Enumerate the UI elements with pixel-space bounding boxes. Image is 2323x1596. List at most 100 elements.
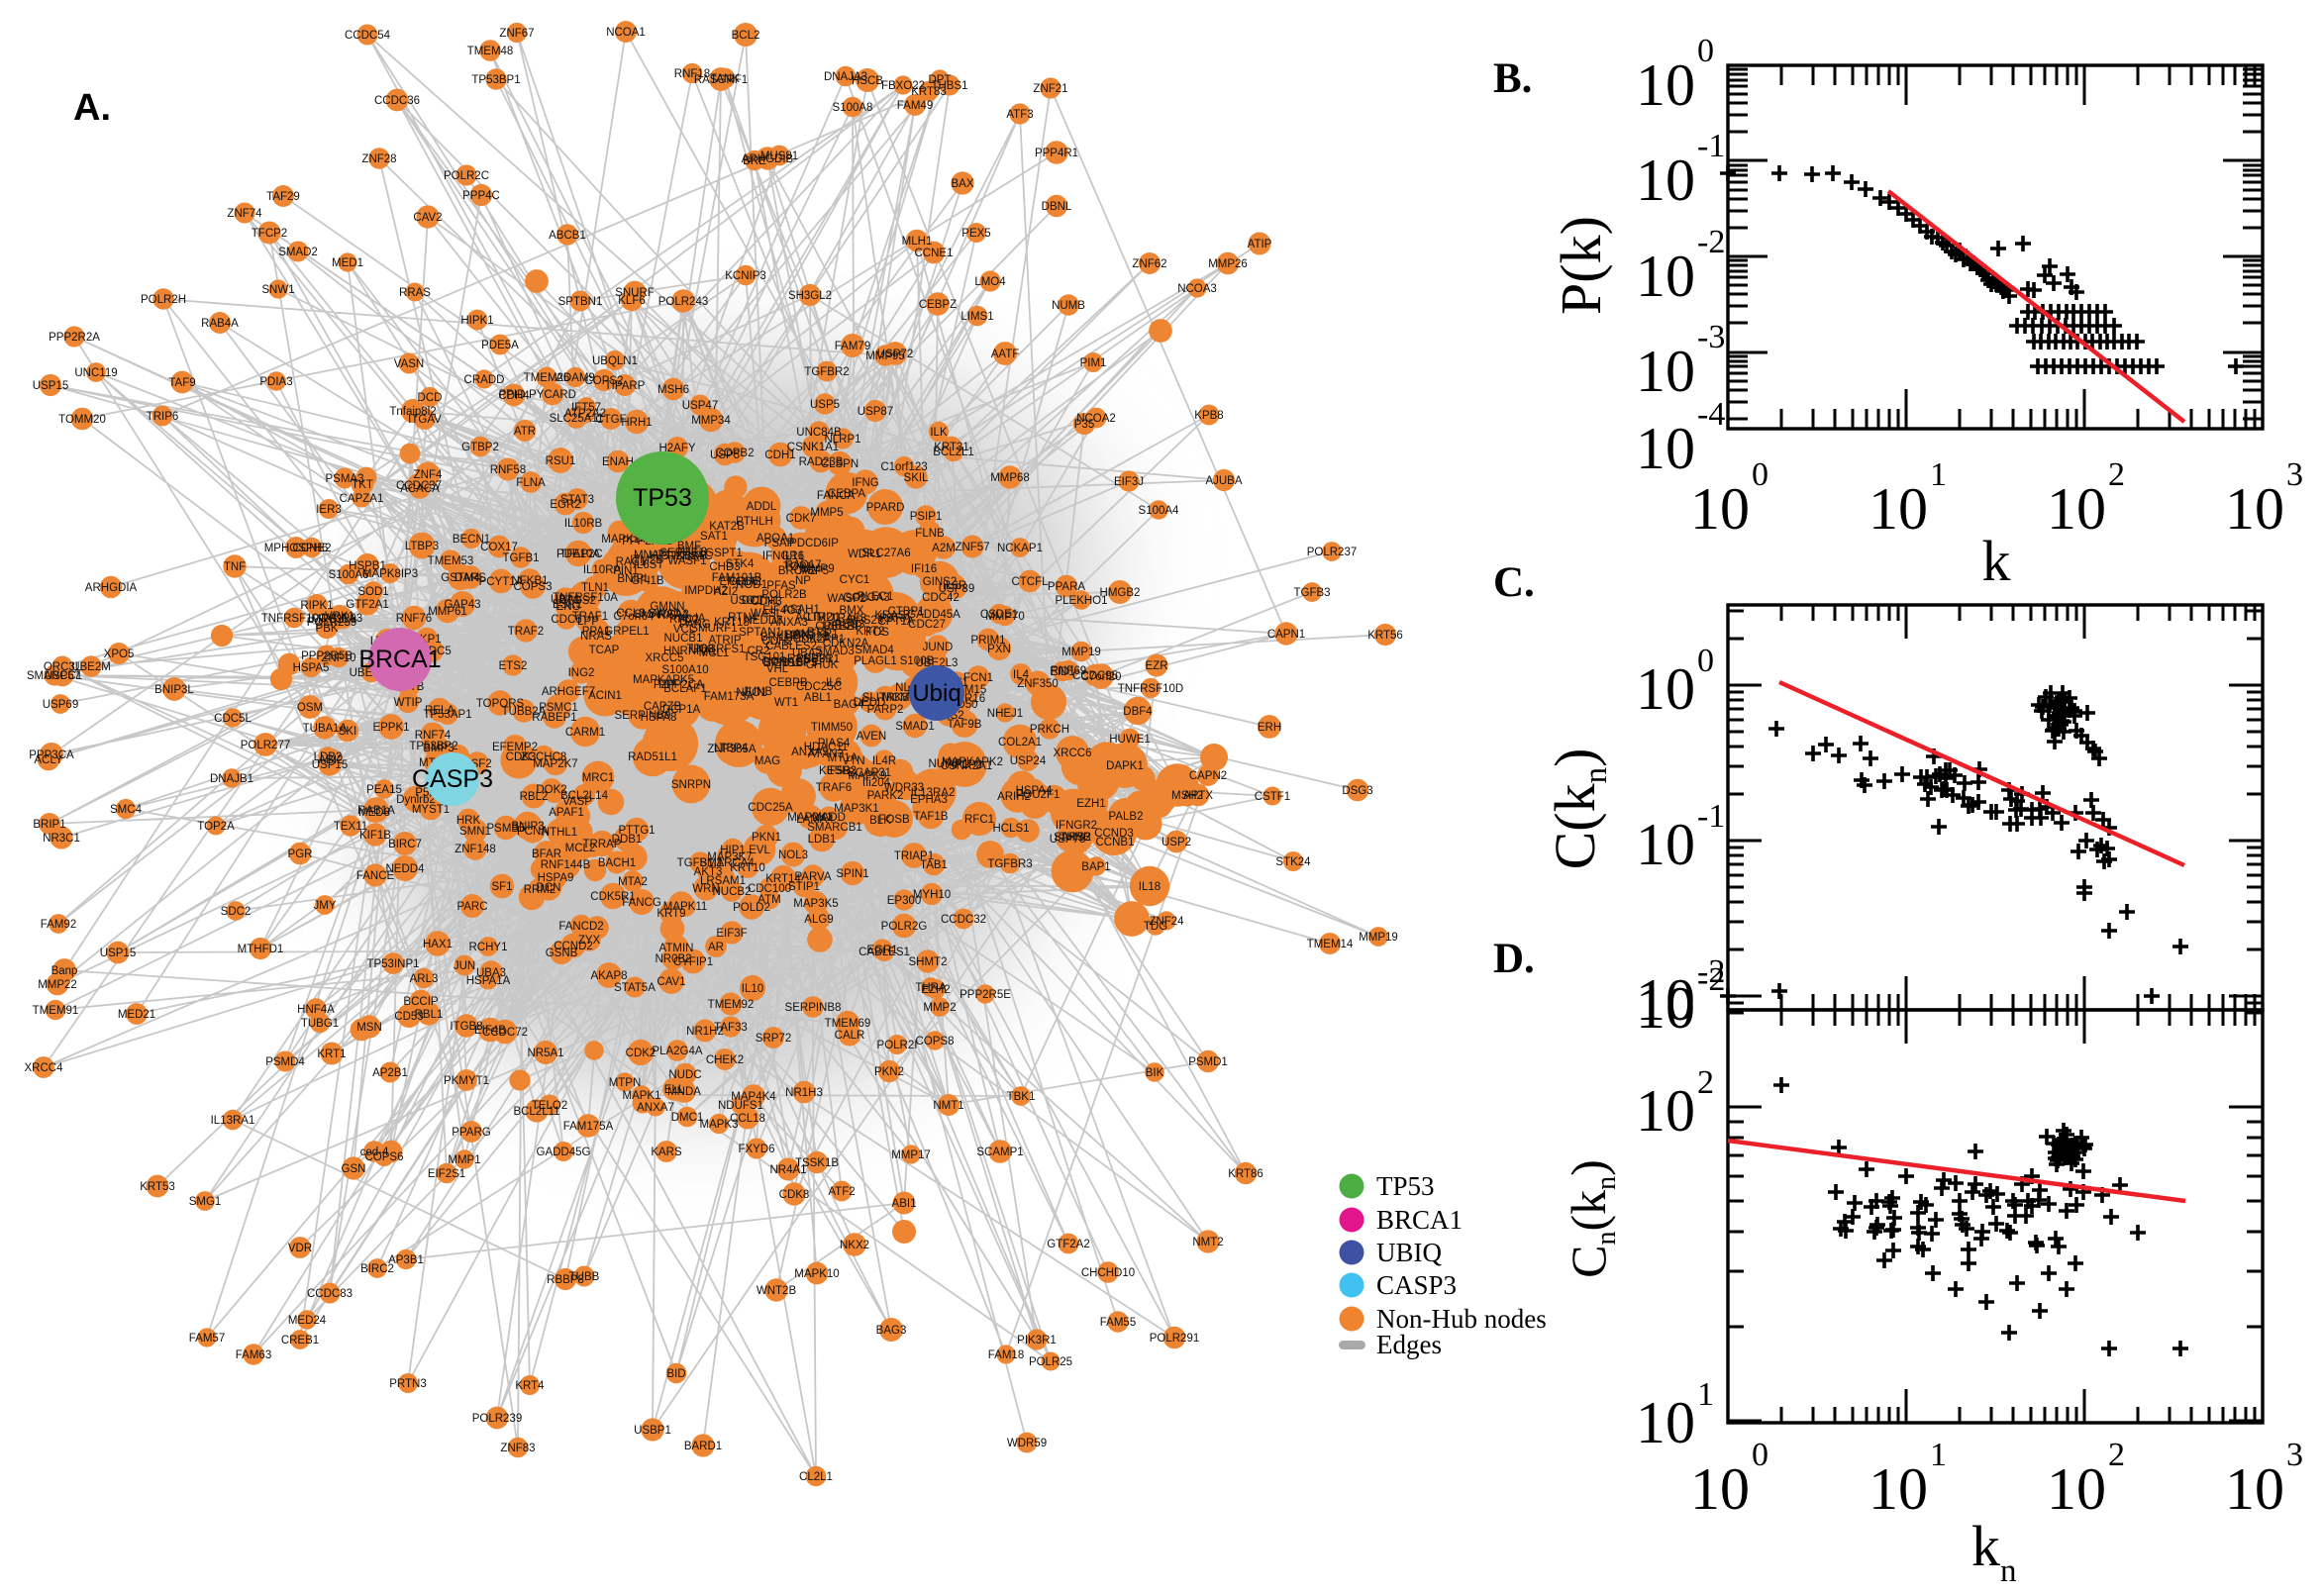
svg-text:APOA1: APOA1 [757, 533, 794, 545]
svg-text:HIPK1: HIPK1 [460, 315, 493, 327]
svg-text:MADD: MADD [812, 812, 846, 824]
svg-text:IFNG: IFNG [852, 477, 879, 489]
svg-text:10: 10 [1636, 339, 1695, 404]
svg-text:USP15: USP15 [312, 759, 348, 771]
svg-text:RAD17: RAD17 [784, 559, 821, 571]
svg-text:CHD3: CHD3 [709, 561, 740, 573]
svg-text:CRADD: CRADD [464, 374, 505, 386]
svg-text:SMURF1: SMURF1 [690, 623, 737, 635]
svg-text:GSTM4: GSTM4 [441, 572, 480, 584]
svg-text:10: 10 [2225, 1456, 2284, 1522]
svg-text:PGR: PGR [288, 848, 313, 860]
svg-text:CDC5L: CDC5L [214, 713, 252, 725]
svg-text:PPARD: PPARD [866, 502, 905, 514]
svg-text:10: 10 [1636, 656, 1695, 722]
svg-text:CDC25C: CDC25C [796, 681, 842, 693]
svg-text:AP3B1: AP3B1 [388, 1254, 424, 1266]
svg-text:ACACA: ACACA [400, 483, 440, 495]
svg-text:PPID: PPID [499, 389, 526, 401]
svg-text:TAF1B: TAF1B [914, 811, 949, 823]
svg-text:MNAT1: MNAT1 [634, 549, 671, 561]
svg-text:AATF: AATF [991, 349, 1020, 360]
svg-text:TRIAP1: TRIAP1 [894, 850, 934, 862]
svg-text:KPB8: KPB8 [1194, 410, 1223, 422]
svg-text:MMP68: MMP68 [990, 472, 1030, 484]
svg-text:WASF2: WASF2 [827, 593, 865, 605]
svg-text:HSPA5: HSPA5 [293, 662, 330, 674]
svg-text:CCNB1: CCNB1 [1096, 837, 1135, 848]
svg-text:SRP72: SRP72 [756, 1033, 791, 1045]
svg-text:CDK2: CDK2 [626, 1047, 656, 1059]
svg-text:USP47: USP47 [682, 400, 718, 412]
svg-text:MMP95: MMP95 [865, 350, 905, 362]
svg-text:MSN: MSN [356, 1022, 382, 1034]
svg-text:TGFB1I1: TGFB1I1 [677, 857, 724, 869]
svg-text:XRCC4: XRCC4 [25, 1062, 64, 1074]
svg-text:EPPK1: EPPK1 [372, 722, 409, 734]
svg-text:POLR2B: POLR2B [761, 589, 807, 601]
svg-text:KLF6: KLF6 [618, 295, 646, 307]
svg-text:TOP2A: TOP2A [197, 821, 235, 833]
svg-text:NEO1: NEO1 [736, 687, 766, 699]
svg-text:TUBA1A: TUBA1A [303, 723, 348, 735]
svg-text:CHUK: CHUK [806, 659, 839, 671]
svg-text:TOMM20: TOMM20 [58, 414, 106, 426]
svg-text:ABI1: ABI1 [892, 1198, 917, 1210]
svg-text:BID: BID [666, 1368, 685, 1380]
svg-text:ABI2: ABI2 [319, 754, 344, 766]
svg-text:STK4: STK4 [726, 558, 755, 570]
svg-text:MUS81: MUS81 [760, 150, 798, 162]
svg-text:EFEMP2: EFEMP2 [492, 742, 538, 753]
svg-text:CALR: CALR [835, 1030, 865, 1042]
svg-text:-1: -1 [1697, 798, 1725, 835]
svg-text:C7orf20: C7orf20 [1081, 671, 1122, 683]
svg-text:TGFB3: TGFB3 [1293, 587, 1330, 599]
svg-text:POLR237: POLR237 [1307, 547, 1358, 558]
svg-text:ADAM9: ADAM9 [556, 372, 595, 384]
svg-text:KRT9: KRT9 [656, 908, 685, 920]
svg-text:IL4R: IL4R [872, 755, 896, 767]
svg-text:10: 10 [1868, 1456, 1928, 1522]
svg-text:FAM55: FAM55 [1100, 1317, 1136, 1329]
svg-text:ACTR2: ACTR2 [795, 612, 833, 624]
svg-text:ZNF4: ZNF4 [414, 469, 443, 481]
svg-text:CAV1: CAV1 [656, 976, 685, 988]
svg-text:HSPB1: HSPB1 [349, 560, 386, 572]
svg-text:MMP19: MMP19 [1359, 932, 1398, 944]
svg-text:HUWE1: HUWE1 [1109, 734, 1151, 746]
svg-text:Ubiq: Ubiq [912, 680, 960, 707]
svg-text:FLNA: FLNA [516, 477, 546, 489]
svg-text:DBNL: DBNL [1042, 201, 1072, 213]
svg-text:LMO4: LMO4 [974, 276, 1006, 288]
svg-text:ATIP: ATIP [1248, 239, 1272, 250]
svg-text:JMY: JMY [314, 900, 337, 912]
svg-text:MTHFD1: MTHFD1 [238, 944, 284, 955]
svg-text:CDK5R1: CDK5R1 [590, 891, 635, 903]
svg-text:PTTG1: PTTG1 [618, 825, 655, 837]
svg-text:SNURF: SNURF [615, 287, 655, 299]
svg-text:10: 10 [2225, 476, 2284, 542]
svg-text:GSN: GSN [342, 1163, 366, 1175]
svg-text:FANCD2: FANCD2 [558, 921, 603, 933]
svg-text:FAM101B: FAM101B [712, 572, 762, 584]
svg-text:RNF74: RNF74 [415, 730, 452, 742]
svg-text:PARP2: PARP2 [867, 704, 904, 716]
svg-text:IL16: IL16 [782, 550, 804, 562]
svg-text:SOD1: SOD1 [357, 586, 388, 598]
svg-text:KRT10: KRT10 [730, 862, 765, 874]
svg-text:S100A6: S100A6 [329, 569, 369, 581]
svg-text:ATF2: ATF2 [828, 1186, 855, 1198]
svg-text:BIK: BIK [1146, 1067, 1164, 1079]
svg-text:THRA: THRA [915, 982, 947, 994]
svg-text:CDC6: CDC6 [551, 614, 581, 626]
svg-text:VCL: VCL [673, 624, 696, 636]
svg-text:TMEM53: TMEM53 [428, 555, 474, 567]
svg-text:GSPT1: GSPT1 [705, 548, 743, 559]
svg-text:BCAP31: BCAP31 [848, 767, 891, 779]
svg-text:CCDC95: CCDC95 [1072, 670, 1118, 682]
svg-text:SHMT2: SHMT2 [909, 956, 948, 968]
svg-text:UBA3: UBA3 [476, 967, 506, 979]
svg-text:10: 10 [1636, 967, 1695, 1033]
svg-text:Banp: Banp [51, 965, 78, 977]
svg-text:COX17: COX17 [480, 542, 518, 553]
